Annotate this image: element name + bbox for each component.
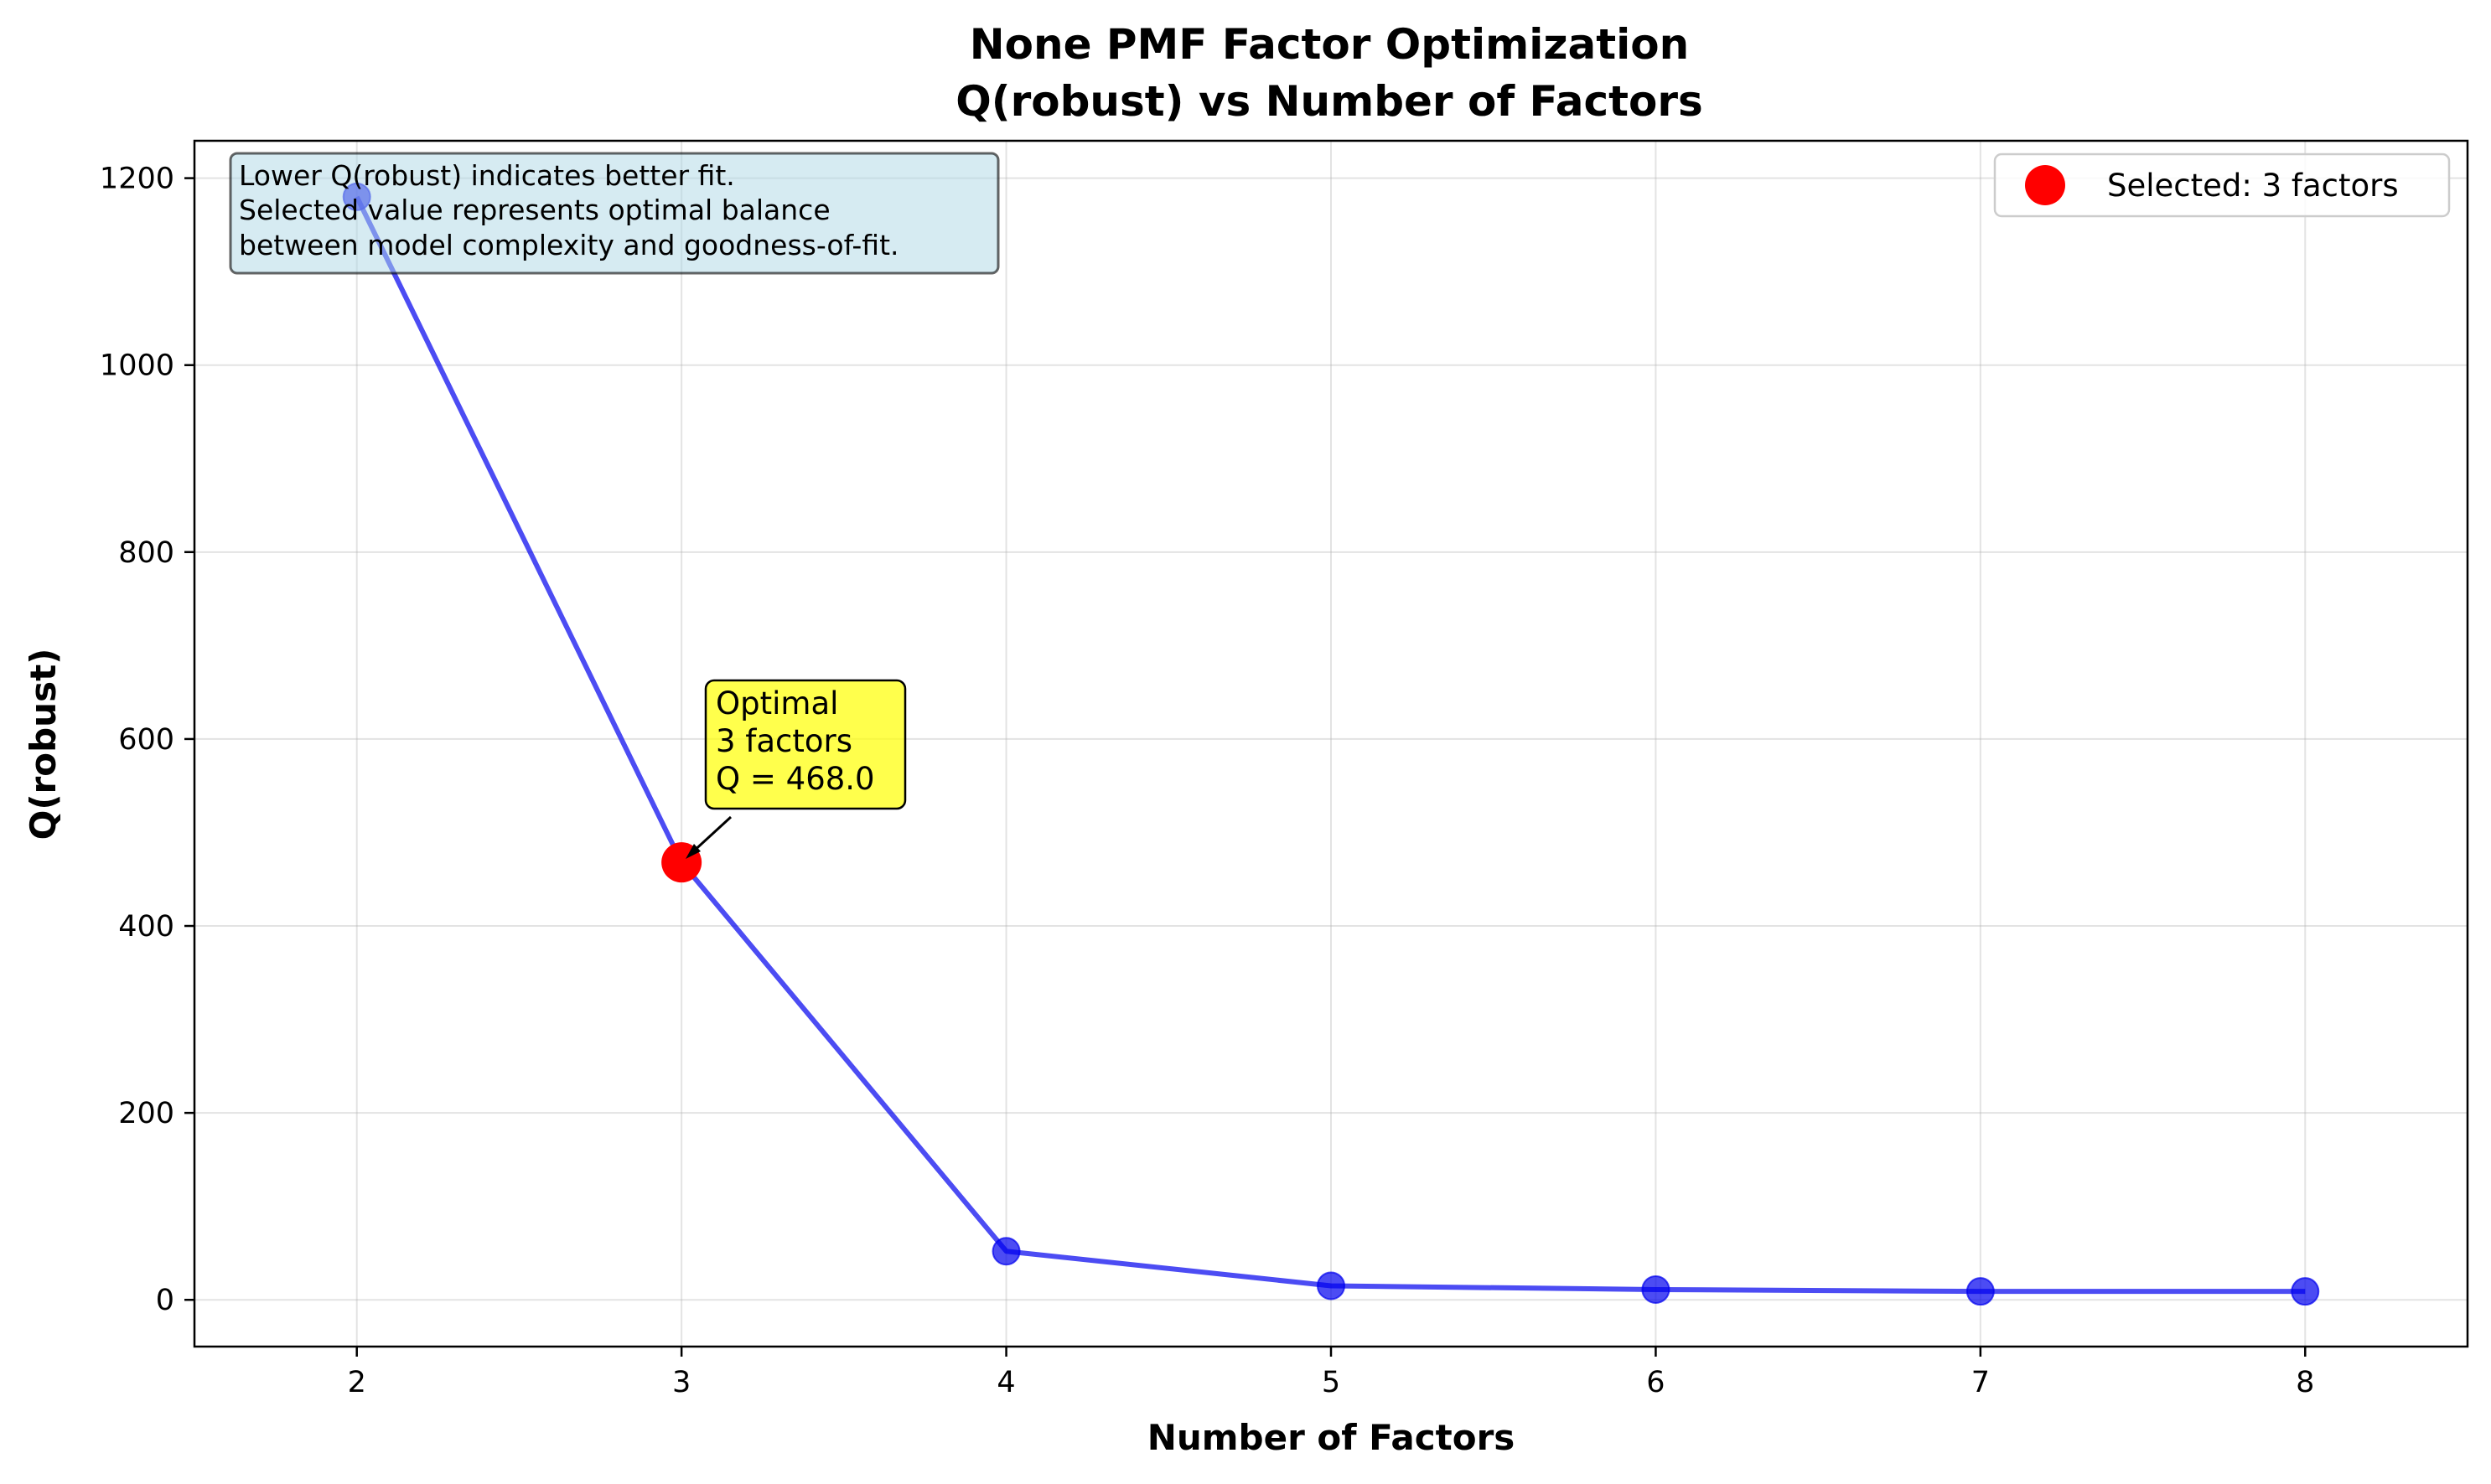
data-point (2291, 1277, 2320, 1306)
x-tick-label: 2 (348, 1366, 366, 1399)
x-tick-label: 5 (1322, 1366, 1340, 1399)
data-point (1317, 1271, 1345, 1300)
y-tick-label: 200 (118, 1097, 174, 1130)
data-point (992, 1237, 1021, 1266)
legend-label: Selected: 3 factors (2107, 168, 2399, 204)
data-point (1641, 1275, 1670, 1304)
y-tick-label: 600 (118, 723, 174, 757)
y-tick-label: 1200 (100, 163, 174, 196)
x-tick-label: 4 (997, 1366, 1015, 1399)
x-tick-label: 7 (1971, 1366, 1990, 1399)
y-tick-label: 400 (118, 910, 174, 944)
data-point (1965, 1277, 1995, 1306)
legend-marker (2025, 165, 2065, 205)
y-tick-label: 800 (118, 536, 174, 570)
x-axis-label: Number of Factors (1147, 1417, 1515, 1458)
optimal-annotation: Optimal 3 factors Q = 468.0 (686, 679, 907, 859)
y-ticks: 0 200 400 600 800 1000 1200 (100, 163, 194, 1317)
info-line-3: between model complexity and goodness-of… (239, 229, 899, 261)
legend: Selected: 3 factors (1993, 153, 2451, 218)
chart-subtitle: Q(robust) vs Number of Factors (955, 77, 1703, 126)
x-tick-label: 8 (2296, 1366, 2314, 1399)
info-line-1: Lower Q(robust) indicates better fit. (239, 159, 735, 192)
annotation-arrow-head (686, 844, 701, 859)
annotation-line-1: Optimal (716, 685, 838, 721)
annotation-line-2: 3 factors (716, 723, 852, 759)
grid (194, 141, 2468, 1347)
y-axis-label: Q(robust) (23, 649, 64, 840)
info-box: Lower Q(robust) indicates better fit. Se… (229, 152, 1000, 275)
chart-title: None PMF Factor Optimization (970, 20, 1689, 69)
x-tick-label: 6 (1646, 1366, 1665, 1399)
y-tick-label: 0 (156, 1284, 174, 1317)
annotation-line-3: Q = 468.0 (716, 761, 875, 797)
x-tick-label: 3 (672, 1366, 691, 1399)
info-line-2: Selected value represents optimal balanc… (239, 194, 831, 226)
x-ticks: 2 3 4 5 6 7 8 (348, 1347, 2314, 1399)
y-tick-label: 1000 (100, 349, 174, 383)
